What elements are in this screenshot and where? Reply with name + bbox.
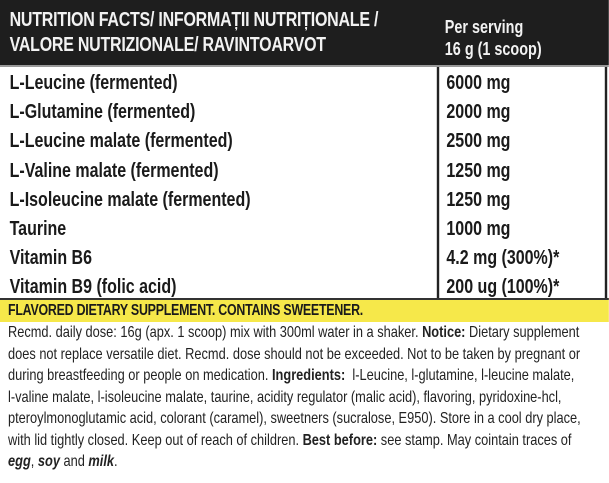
text: during breastfeeding or people on medica… — [8, 367, 272, 384]
nutrient-name: L-Isoleucine malate (fermented) — [9, 188, 251, 211]
right-border — [604, 67, 608, 300]
label-header: NUTRITION FACTS/ INFORMAȚII NUTRIȚIONALE… — [0, 0, 609, 65]
title-line-2: VALORE NUTRIZIONALE/ RAVINTOARVOT — [9, 34, 326, 56]
footer-line: egg, soy and milk. — [8, 451, 608, 473]
footer-line: with lid tightly closed. Keep out of rea… — [8, 430, 608, 452]
allergen-soy: soy — [37, 453, 60, 470]
nutrient-row: L-Isoleucine malate (fermented) 1250 mg — [0, 186, 609, 215]
nutrient-row: L-Leucine (fermented) 6000 mg — [0, 69, 609, 98]
text: Dietary supplement — [465, 324, 580, 341]
nutrient-amount: 1250 mg — [446, 188, 511, 211]
footer-line: does not replace versatile diet. Recmd. … — [8, 345, 581, 363]
nutrient-amount: 2500 mg — [446, 130, 511, 153]
best-before-label: Best before: — [302, 431, 378, 449]
serving-size: Per serving 16 g (1 scoop) — [445, 16, 542, 60]
nutrient-name: L-Leucine malate (fermented) — [9, 130, 233, 153]
footer-line: Recmd. daily dose: 16g (apx. 1 scoop) mi… — [8, 322, 608, 344]
nutrient-amount: 2000 mg — [446, 101, 511, 124]
nutrient-name: L-Leucine (fermented) — [9, 72, 178, 94]
text: with lid tightly closed. Keep out of rea… — [8, 431, 303, 449]
allergen-egg: egg — [8, 453, 31, 470]
supplement-banner: FLAVORED DIETARY SUPPLEMENT. CONTAINS SW… — [0, 298, 609, 322]
nutrient-amount: 200 ug (100%)* — [446, 276, 560, 299]
text: and — [59, 453, 89, 470]
footer-line: pteroylmonoglutamic acid, colorant (cara… — [8, 410, 581, 427]
text: Recmd. daily dose: 16g (apx. 1 scoop) mi… — [8, 324, 423, 341]
text: see stamp. May cointain traces of — [377, 431, 572, 449]
footer-line: l-valine malate, l-isoleucine malate, ta… — [8, 388, 562, 406]
nutrient-row: L-Glutamine (fermented) 2000 mg — [0, 98, 609, 127]
label-title: NUTRITION FACTS/ INFORMAȚII NUTRIȚIONALE… — [10, 8, 379, 58]
title-line-1: NUTRITION FACTS/ INFORMAȚII NUTRIȚIONALE… — [9, 9, 379, 31]
nutrient-name: Vitamin B9 (folic acid) — [9, 276, 177, 299]
nutrient-name: Taurine — [9, 218, 67, 240]
nutrient-table: L-Leucine (fermented) 6000 mg L-Glutamine … — [0, 65, 609, 300]
nutrient-name: Vitamin B6 — [9, 247, 93, 270]
column-divider — [436, 67, 440, 300]
footer-text: Recmd. daily dose: 16g (apx. 1 scoop) mi… — [8, 322, 608, 473]
nutrient-amount: 6000 mg — [446, 72, 511, 94]
nutrient-name: L-Valine malate (fermented) — [9, 159, 219, 182]
allergen-milk: milk — [88, 453, 115, 470]
nutrient-row: Vitamin B6 4.2 mg (300%)* — [0, 244, 609, 273]
nutrient-row: L-Leucine malate (fermented) 2500 mg — [0, 127, 609, 156]
banner-text: FLAVORED DIETARY SUPPLEMENT. CONTAINS SW… — [8, 302, 363, 319]
nutrient-name: L-Glutamine (fermented) — [9, 101, 196, 124]
nutrient-row: Vitamin B9 (folic acid) 200 ug (100%)* — [0, 273, 609, 302]
nutrient-row: Taurine 1000 mg — [0, 215, 609, 244]
text: l-Leucine, l-glutamine, l-leucine malate… — [345, 367, 575, 384]
text: . — [114, 453, 118, 470]
serving-line-1: Per serving — [444, 17, 524, 37]
serving-line-2: 16 g (1 scoop) — [444, 39, 542, 59]
text: , — [30, 453, 38, 470]
nutrient-amount: 1000 mg — [446, 218, 511, 240]
nutrient-row: L-Valine malate (fermented) 1250 mg — [0, 157, 609, 186]
ingredients-label: Ingredients: — [272, 367, 346, 384]
footer-line: during breastfeeding or people on medica… — [8, 365, 608, 387]
nutrient-amount: 4.2 mg (300%)* — [446, 247, 560, 270]
nutrient-amount: 1250 mg — [446, 159, 511, 182]
notice-label: Notice: — [422, 324, 466, 341]
